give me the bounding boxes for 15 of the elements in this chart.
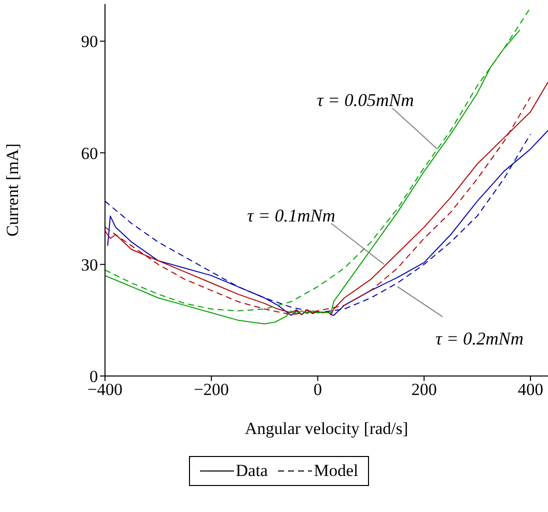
y-tick-label: 0 <box>90 367 98 386</box>
legend-label: Data <box>236 461 268 481</box>
y-tick-label: 30 <box>81 255 98 274</box>
annotation: τ = 0.1mNm <box>247 205 336 226</box>
x-axis-title: Angular velocity [rad/s] <box>244 419 408 438</box>
x-tick-label: 400 <box>518 380 544 400</box>
y-axis-title: Current [mA] <box>3 143 22 237</box>
y-tick-label: 60 <box>81 144 98 163</box>
x-tick-label: 0 <box>313 380 322 400</box>
x-tick-label: −200 <box>194 380 229 400</box>
x-tick-label: 200 <box>411 380 437 400</box>
annotation: τ = 0.2mNm <box>435 328 524 349</box>
legend-label: Model <box>314 461 358 481</box>
y-tick-label: 90 <box>81 32 98 52</box>
annotation: τ = 0.05mNm <box>316 90 414 110</box>
